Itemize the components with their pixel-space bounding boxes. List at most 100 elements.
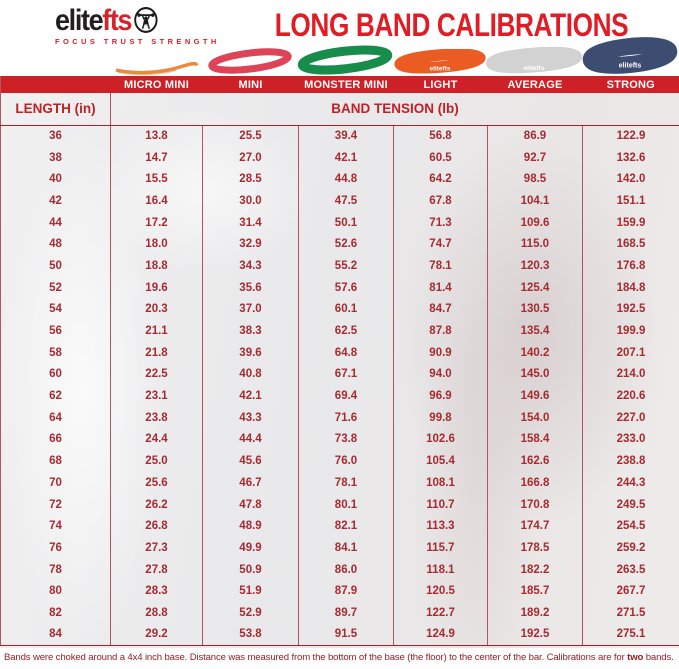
- length-header: LENGTH (in): [0, 93, 111, 126]
- tension-cell: 48.9: [202, 515, 299, 538]
- band-image-micro-mini: [112, 59, 200, 76]
- svg-text:elitefts: elitefts: [619, 63, 642, 70]
- table-row: 44 17.2 31.4 50.1 71.3 109.6 159.9: [0, 211, 679, 234]
- tension-cell: 102.6: [393, 428, 488, 451]
- tension-cell: 84.1: [298, 537, 394, 559]
- table-row: 42 16.4 30.0 47.5 67.8 104.1 151.1: [0, 190, 679, 212]
- tension-cell: 238.8: [616, 455, 646, 468]
- tension-cell: 90.9: [393, 341, 488, 364]
- tension-cell: 39.4: [298, 125, 394, 147]
- table-row: 62 23.1 42.1 69.4 96.9 149.6 220.6: [0, 385, 679, 407]
- tension-cell: 189.2: [487, 602, 583, 624]
- tension-cell: 178.5: [487, 537, 583, 559]
- tension-cell: 29.2: [110, 623, 203, 646]
- tension-cell: 20.3: [110, 298, 203, 321]
- length-cell: 58: [0, 341, 111, 364]
- tension-cell: 71.6: [298, 406, 394, 429]
- tension-cell: 44.4: [202, 428, 299, 451]
- length-cell: 54: [0, 298, 111, 321]
- tension-cell: 214.0: [616, 368, 646, 381]
- tension-cell: 35.6: [202, 276, 299, 299]
- tension-cell: 27.8: [110, 558, 203, 581]
- tension-cell: 158.4: [487, 428, 583, 451]
- tension-cell: 80.1: [298, 493, 394, 516]
- tension-cell: 84.7: [393, 298, 488, 321]
- table-row: 54 20.3 37.0 60.1 84.7 130.5 192.5: [0, 298, 679, 321]
- band-image-light: elitefts: [391, 49, 489, 76]
- tension-cell: 69.4: [298, 385, 394, 407]
- masthead: elitefts FOCUS TRUST STRENGTH LONG BAND …: [0, 0, 679, 76]
- tension-cell: 192.5: [616, 303, 646, 316]
- tension-cell: 50.1: [298, 211, 394, 234]
- tension-cell: 25.5: [202, 125, 299, 147]
- length-cell: 68: [0, 450, 111, 472]
- tension-cell: 23.8: [110, 406, 203, 429]
- corner-cell: [0, 76, 111, 93]
- page-title: LONG BAND CALIBRATIONS: [275, 7, 629, 43]
- table-row: 72 26.2 47.8 80.1 110.7 170.8 249.5: [0, 493, 679, 516]
- length-cell: 78: [0, 558, 111, 581]
- elitefts-wordmark: elitefts: [55, 6, 158, 36]
- tension-cell: 22.5: [110, 363, 203, 386]
- tension-cell: 120.5: [393, 580, 488, 603]
- table-row: 80 28.3 51.9 87.9 120.5 185.7 267.7: [0, 580, 679, 603]
- footnote-bold-word: two: [627, 652, 644, 663]
- tension-cell: 125.4: [487, 276, 583, 299]
- tension-cell: 105.4: [393, 450, 488, 472]
- tension-cell: 81.4: [393, 276, 488, 299]
- tension-cell: 71.3: [393, 211, 488, 234]
- tension-cell: 38.3: [202, 320, 299, 342]
- tension-cell: 52.6: [298, 233, 394, 256]
- column-header-light: LIGHT: [393, 76, 488, 93]
- length-cell: 50: [0, 255, 111, 277]
- tension-cell: 82.1: [298, 515, 394, 538]
- tension-cell: 168.5: [616, 238, 646, 251]
- table-row: 64 23.8 43.3 71.6 99.8 154.0 227.0: [0, 406, 679, 429]
- tension-cell: 73.8: [298, 428, 394, 451]
- tension-cell: 91.5: [298, 623, 394, 646]
- length-cell: 66: [0, 428, 111, 451]
- table-row: 76 27.3 49.9 84.1 115.7 178.5 259.2: [0, 537, 679, 559]
- tension-cell: 62.5: [298, 320, 394, 342]
- svg-text:elitefts: elitefts: [430, 66, 451, 73]
- tension-cell: 28.8: [110, 602, 203, 624]
- tension-cell: 67.1: [298, 363, 394, 386]
- tension-cell: 113.3: [393, 515, 488, 538]
- table-row: 38 14.7 27.0 42.1 60.5 92.7 132.6: [0, 146, 679, 169]
- tension-cell: 170.8: [487, 493, 583, 516]
- column-header-mini: MINI: [202, 76, 299, 93]
- tension-cell: 87.9: [298, 580, 394, 603]
- tension-cell: 64.8: [298, 341, 394, 364]
- tension-cell: 25.6: [110, 472, 203, 494]
- tension-cell: 26.2: [110, 493, 203, 516]
- length-cell: 70: [0, 472, 111, 494]
- tension-cell: 110.7: [393, 493, 488, 516]
- tension-cell: 28.3: [110, 580, 203, 603]
- table-row: 40 15.5 28.5 44.8 64.2 98.5 142.0: [0, 168, 679, 191]
- tension-cell: 118.1: [393, 558, 488, 581]
- tension-cell: 108.1: [393, 472, 488, 494]
- table-row: 56 21.1 38.3 62.5 87.8 135.4 199.9: [0, 320, 679, 342]
- footnote: Bands were choked around a 4x4 inch base…: [0, 648, 679, 669]
- svg-text:elitefts: elitefts: [524, 65, 545, 72]
- table-row: 70 25.6 46.7 78.1 108.1 166.8 244.3: [0, 472, 679, 494]
- tension-cell: 267.7: [616, 585, 646, 598]
- tension-cell: 39.6: [202, 341, 299, 364]
- column-header-strong: STRONG: [582, 76, 679, 93]
- tension-cell: 184.8: [616, 281, 646, 294]
- tension-cell: 166.8: [487, 472, 583, 494]
- length-cell: 56: [0, 320, 111, 342]
- tension-cell: 64.2: [393, 168, 488, 191]
- tension-cell: 47.8: [202, 493, 299, 516]
- length-cell: 80: [0, 580, 111, 603]
- elitefts-logo: elitefts FOCUS TRUST STRENGTH: [55, 6, 220, 47]
- tension-cell: 42.1: [202, 385, 299, 407]
- band-image-mini: [203, 46, 297, 76]
- tension-cell: 104.1: [487, 190, 583, 212]
- table-row: 48 18.0 32.9 52.6 74.7 115.0 168.5: [0, 233, 679, 256]
- tension-cell: 13.8: [110, 125, 203, 147]
- tension-cell: 19.6: [110, 276, 203, 299]
- tension-cell: 142.0: [616, 173, 646, 186]
- tension-cell: 154.0: [487, 406, 583, 429]
- tension-cell: 60.5: [393, 146, 488, 169]
